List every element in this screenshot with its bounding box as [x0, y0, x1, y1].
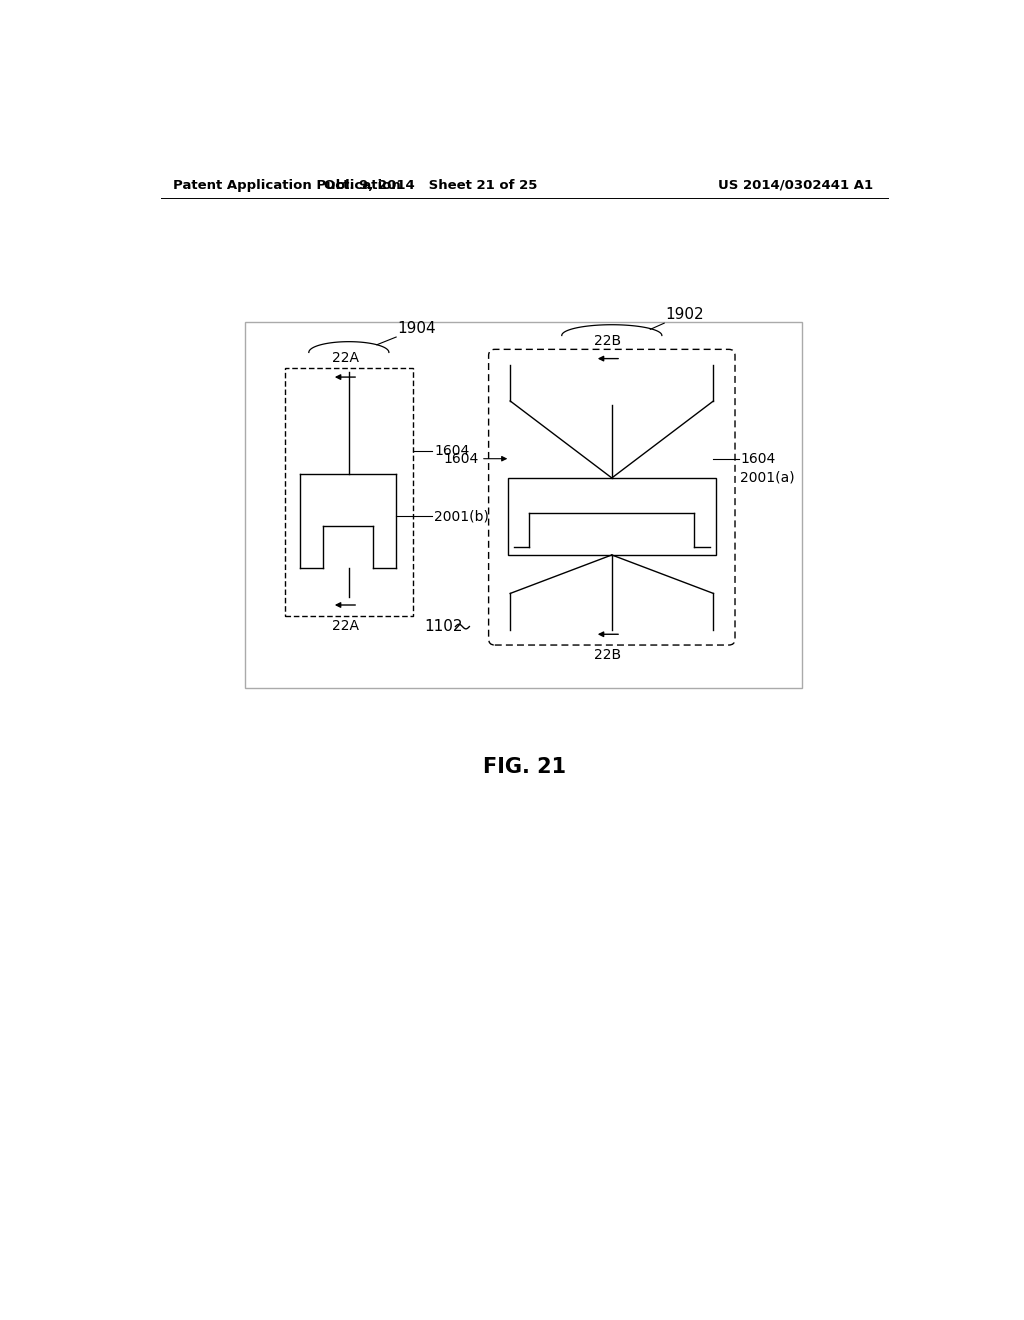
Text: Oct. 9, 2014   Sheet 21 of 25: Oct. 9, 2014 Sheet 21 of 25	[325, 178, 538, 191]
Text: 22A: 22A	[332, 619, 358, 632]
Text: 1902: 1902	[666, 306, 705, 322]
Text: 22B: 22B	[594, 334, 622, 348]
Text: Patent Application Publication: Patent Application Publication	[173, 178, 400, 191]
Text: 2001(a): 2001(a)	[740, 471, 795, 484]
Text: 22A: 22A	[332, 351, 358, 364]
Text: 1604: 1604	[434, 444, 469, 458]
Text: 2001(b): 2001(b)	[434, 510, 488, 524]
Text: FIG. 21: FIG. 21	[483, 756, 566, 776]
Text: 1604: 1604	[740, 451, 775, 466]
Text: US 2014/0302441 A1: US 2014/0302441 A1	[719, 178, 873, 191]
Text: 22B: 22B	[594, 648, 622, 663]
Text: 1604: 1604	[443, 451, 478, 466]
FancyBboxPatch shape	[488, 350, 735, 645]
Bar	[508, 478, 716, 554]
Bar	[285, 368, 413, 615]
Bar	[245, 322, 802, 688]
Text: 1102: 1102	[425, 619, 463, 634]
Text: 1904: 1904	[397, 321, 436, 335]
